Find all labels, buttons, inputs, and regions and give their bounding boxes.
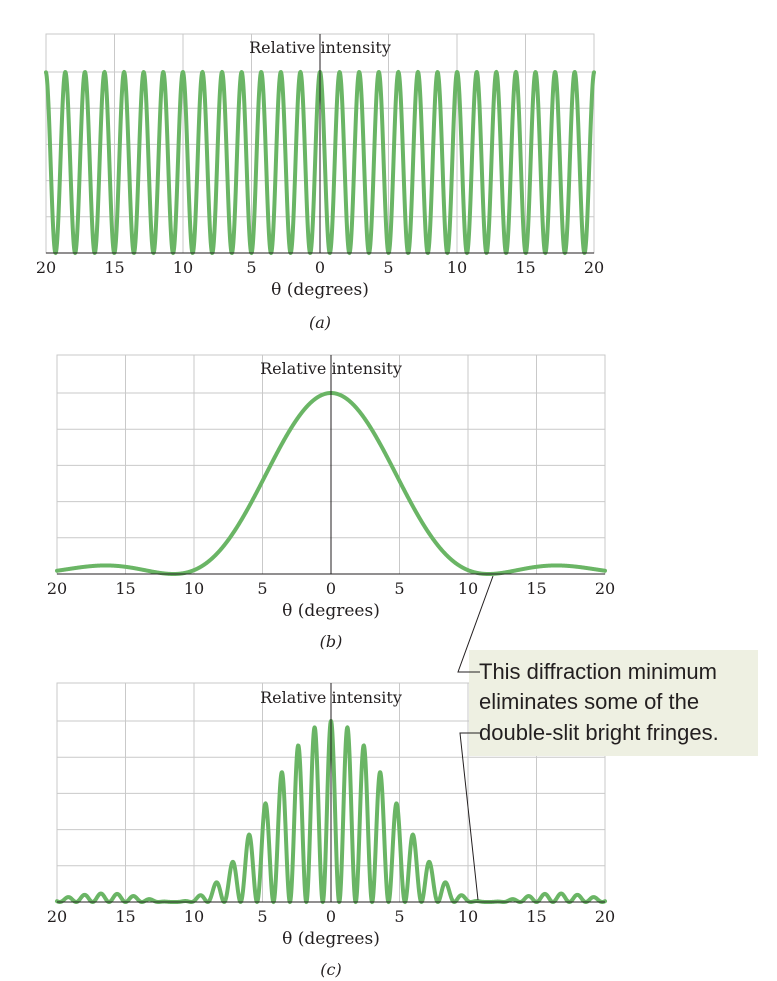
panel-b-x-tick-4: 0 xyxy=(326,579,336,598)
panel-c-y-label: Relative intensity xyxy=(260,688,402,707)
panel-a-x-tick-5: 5 xyxy=(383,258,393,277)
callout-box xyxy=(469,650,758,756)
panel-a-x-tick-6: 10 xyxy=(447,258,467,277)
panel-b-x-tick-8: 20 xyxy=(595,579,615,598)
panel-c-x-tick-7: 15 xyxy=(526,907,546,926)
panel-b-x-tick-5: 5 xyxy=(394,579,404,598)
panel-b-y-label: Relative intensity xyxy=(260,359,402,378)
panel-c-x-tick-0: 20 xyxy=(47,907,67,926)
panel-c-x-tick-6: 10 xyxy=(458,907,478,926)
panel-a-x-tick-1: 15 xyxy=(104,258,124,277)
panel-a-x-tick-8: 20 xyxy=(584,258,604,277)
panel-b-x-tick-1: 15 xyxy=(115,579,135,598)
panel-a-x-tick-7: 15 xyxy=(515,258,535,277)
panel-c-x-tick-4: 0 xyxy=(326,907,336,926)
panel-b-x-title: θ (degrees) xyxy=(282,601,380,621)
callout: This diffraction minimum eliminates some… xyxy=(457,575,758,901)
panel-b-label: (b) xyxy=(320,632,343,651)
panel-a-x-tick-0: 20 xyxy=(36,258,56,277)
panel-a-y-label: Relative intensity xyxy=(249,38,391,57)
callout-line-2: eliminates some of the xyxy=(479,689,699,714)
panel-c-x-tick-2: 10 xyxy=(184,907,204,926)
panel-a-x-tick-4: 0 xyxy=(315,258,325,277)
panel-b-x-tick-7: 15 xyxy=(526,579,546,598)
panel-c-x-tick-1: 15 xyxy=(115,907,135,926)
panel-b-x-tick-2: 10 xyxy=(184,579,204,598)
panel-a-x-tick-2: 10 xyxy=(173,258,193,277)
panel-b-x-tick-0: 20 xyxy=(47,579,67,598)
callout-line-1: This diffraction minimum xyxy=(479,659,717,684)
panel-b-x-tick-3: 5 xyxy=(257,579,267,598)
panel-b-x-tick-6: 10 xyxy=(458,579,478,598)
panel-b-chart: Relative intensity 20 15 10 5 0 5 10 15 20 θ (degr… xyxy=(47,354,615,651)
callout-leader-top xyxy=(457,575,494,673)
panel-c-x-tick-5: 5 xyxy=(394,907,404,926)
callout-line-3: double-slit bright fringes. xyxy=(479,720,719,745)
panel-c-chart: Relative intensity 20 15 10 5 0 5 10 15 20 θ (degr… xyxy=(47,682,615,979)
panel-a-x-tick-3: 5 xyxy=(246,258,256,277)
panel-a-label: (a) xyxy=(309,313,331,332)
panel-c-label: (c) xyxy=(320,960,341,979)
callout-leader-bottom xyxy=(459,732,480,901)
panel-c-x-tick-8: 20 xyxy=(595,907,615,926)
panel-c-x-tick-3: 5 xyxy=(257,907,267,926)
panel-a-chart: Relative intensity 20 15 10 5 0 5 10 15 20 θ (degr… xyxy=(36,33,604,332)
panel-a-x-title: θ (degrees) xyxy=(271,280,369,300)
panel-c-x-title: θ (degrees) xyxy=(282,929,380,949)
